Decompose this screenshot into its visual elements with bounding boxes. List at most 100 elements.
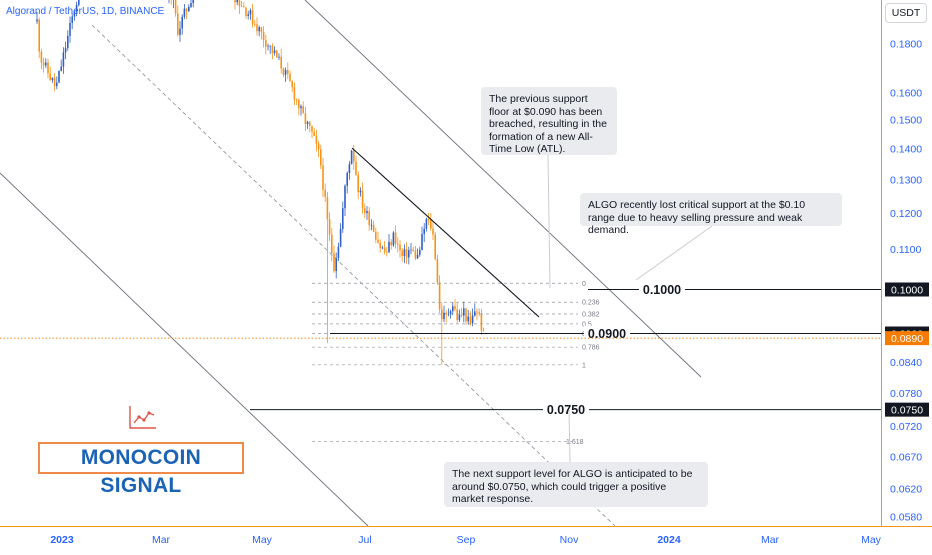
candle-body	[181, 16, 183, 29]
candle	[471, 308, 474, 327]
candle-body	[282, 68, 285, 75]
candle	[295, 98, 298, 105]
candle-body	[377, 239, 379, 243]
candle	[78, 0, 80, 7]
fib-label-7: 1.618	[566, 439, 584, 446]
candle	[361, 182, 364, 214]
candle	[388, 234, 390, 253]
time-tick-5: Nov	[560, 534, 579, 546]
candle-body	[265, 39, 267, 47]
candle-body	[348, 164, 351, 174]
candle-body	[36, 19, 38, 22]
candle	[357, 171, 359, 200]
price-tick-4: 0.1300	[890, 174, 922, 186]
candle-body	[247, 14, 249, 16]
candle-body	[45, 62, 47, 66]
candle-body	[372, 224, 375, 232]
candle-body	[313, 131, 315, 136]
candle-body	[405, 249, 408, 258]
candle-body	[370, 224, 373, 226]
candle-body	[361, 190, 364, 209]
candle	[40, 48, 43, 70]
support-label-0: 0.1000	[643, 283, 681, 297]
candle-body	[273, 50, 276, 54]
candle	[317, 140, 320, 158]
candle-body	[412, 249, 414, 251]
candle	[368, 206, 370, 231]
candle	[60, 59, 62, 72]
candle-body	[331, 234, 333, 254]
candle-body	[339, 228, 342, 247]
candle-body	[188, 6, 190, 12]
price-badge-text-3: 0.0750	[891, 404, 923, 416]
candle-body	[236, 0, 238, 3]
candle	[69, 16, 71, 43]
candle	[331, 228, 333, 262]
price-tick-12: 0.0580	[890, 512, 922, 524]
currency-selector[interactable]: USDT	[885, 3, 927, 23]
time-tick-0: 2023	[50, 534, 74, 546]
candle	[282, 67, 285, 78]
candle	[273, 46, 276, 56]
candle	[174, 0, 177, 17]
candle-body	[359, 190, 362, 193]
candle	[469, 311, 472, 326]
candle	[346, 171, 348, 194]
candle-body	[320, 149, 322, 166]
candle-body	[47, 62, 49, 74]
annotation-next-support: The next support level for ALGO is antic…	[444, 462, 708, 507]
candle	[170, 0, 172, 5]
candle	[269, 45, 271, 54]
candle-body	[425, 218, 428, 229]
candle	[64, 41, 67, 60]
candle	[71, 12, 73, 30]
candle-body	[355, 161, 357, 175]
candle	[49, 66, 51, 82]
candle-body	[392, 232, 395, 246]
candle-body	[423, 228, 425, 235]
candle	[427, 212, 430, 226]
candle	[291, 80, 293, 93]
candle	[284, 67, 287, 82]
candle-body	[249, 10, 252, 15]
candle-body	[364, 208, 366, 214]
fib-label-2: 0.382	[582, 312, 600, 319]
candle	[67, 30, 69, 51]
candle-body	[458, 314, 461, 321]
candle	[375, 227, 377, 244]
candle-body	[469, 316, 472, 324]
price-badge-text-2: 0.0890	[891, 333, 923, 345]
candle-body	[179, 28, 181, 35]
candle-body	[293, 87, 296, 100]
candle-body	[346, 173, 348, 186]
candle-body	[258, 27, 260, 32]
candle	[188, 4, 190, 12]
pointer-previous-support	[547, 154, 551, 289]
candle-body	[256, 24, 258, 32]
candle-body	[60, 66, 62, 71]
candle-body	[295, 99, 298, 101]
channel-median-line	[91, 24, 616, 527]
candle	[306, 120, 309, 129]
candle	[185, 7, 188, 20]
candle	[436, 254, 439, 286]
candle-body	[463, 308, 465, 316]
candle	[280, 48, 282, 74]
candle-body	[317, 143, 320, 150]
candle	[278, 53, 280, 61]
candle	[394, 225, 397, 249]
candle	[179, 20, 181, 42]
candle	[73, 10, 76, 21]
candle-body	[289, 73, 291, 82]
candle-body	[452, 306, 454, 312]
candle-body	[71, 16, 73, 23]
candle	[421, 226, 423, 251]
candle-body	[456, 309, 458, 321]
candle-body	[388, 241, 390, 253]
candle-body	[324, 189, 326, 198]
candle-body	[315, 135, 318, 144]
candle-body	[419, 250, 421, 255]
